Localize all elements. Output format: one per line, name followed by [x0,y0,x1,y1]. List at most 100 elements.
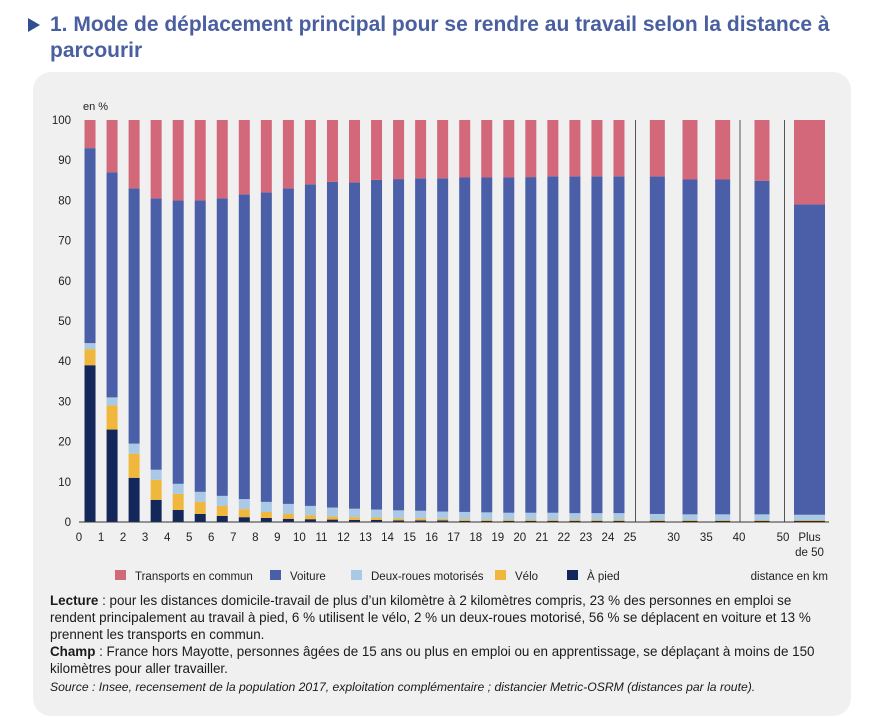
bar-segment-a-pied [84,365,96,522]
bar-segment-transports-en-commun [371,120,383,180]
x-tick-label: 24 [602,532,615,544]
bar-segment-transports-en-commun [591,120,603,177]
bar-segment-velo [613,519,625,521]
bar-segment-voiture [371,179,383,510]
figure-title: 1. Mode de déplacement principal pour se… [50,13,830,62]
x-tick-label: 35 [700,532,713,544]
bar-segment-velo [649,519,665,521]
bar-segment-deux-roues-motorises [715,514,731,520]
x-tick-label: 3 [142,532,148,544]
title-arrow-icon [28,18,40,32]
bar-segment-deux-roues-motorises [437,511,449,519]
bar-segment-voiture [459,177,471,512]
y-tick-label: 40 [58,356,71,368]
bar-segment-voiture [282,188,294,504]
bar-segment-transports-en-commun [172,120,184,201]
bar-segment-transports-en-commun [794,120,825,205]
x-tick-label: 25 [624,532,637,544]
bar-segment-a-pied [282,518,294,522]
y-tick-label: 20 [58,437,71,449]
bar-segment-velo [216,505,228,516]
x-tick-label: 2 [120,532,126,544]
bar-segment-voiture [393,179,405,511]
bar-segment-voiture [260,192,272,502]
legend-label: À pied [587,570,620,583]
bar-segment-a-pied [503,520,515,522]
bar-segment-transports-en-commun [106,120,118,173]
bar-segment-velo [682,519,698,521]
bar-segment-transports-en-commun [304,120,316,185]
legend-swatch [351,570,362,580]
y-tick-label: 90 [58,155,71,167]
bar-segment-transports-en-commun [525,120,537,178]
bar-segment-a-pied [649,520,665,522]
x-tick-label: 20 [513,532,526,544]
bar-segment-velo [393,518,405,521]
y-tick-label: 80 [58,195,71,207]
bar-segment-velo [794,519,825,521]
bar-segment-transports-en-commun [393,120,405,180]
bar-segment-transports-en-commun [437,120,449,179]
champ-label: Champ [50,644,96,659]
legend-label: Deux-roues motorisés [371,571,484,583]
bar-segment-a-pied [754,520,770,522]
bar-segment-velo [194,501,206,514]
bar-segment-a-pied [349,519,360,522]
x-tick-label: 17 [447,532,460,544]
bar-segment-voiture [194,200,206,492]
bar-segment-velo [238,509,250,518]
bar-segment-velo [754,519,770,521]
bar-segment-velo [371,517,383,520]
bar-segment-voiture [569,176,581,514]
bar-segment-voiture [591,176,603,514]
x-axis-label: distance en km [751,571,828,583]
x-tick-label: 50 [777,532,790,544]
legend-label: Transports en commun [135,571,253,583]
x-tick-label: 8 [252,532,258,544]
bar-segment-voiture [754,180,770,515]
legend-swatch [270,570,281,580]
bar-segment-deux-roues-motorises [282,503,294,514]
x-tick-label: 18 [469,532,482,544]
x-tick-label: 11 [315,532,327,544]
bar-segment-velo [84,349,96,366]
bar-segment-velo [503,519,515,521]
legend-label: Voiture [290,571,326,583]
champ-text: : France hors Mayotte, personnes âgées d… [50,644,815,676]
x-tick-label: 10 [293,532,306,544]
bar-segment-velo [150,479,162,500]
x-tick-label: 4 [164,532,171,544]
x-tick-label: 19 [491,532,504,544]
bar-segment-transports-en-commun [459,120,471,178]
bar-segment-a-pied [304,519,316,522]
y-tick-label: 10 [58,477,71,489]
champ-note: Champ : France hors Mayotte, personnes â… [50,643,840,677]
bar-segment-voiture [84,148,96,344]
x-tick-label: 30 [667,532,680,544]
bar-segment-a-pied [415,520,427,522]
bar-segment-a-pied [459,520,471,522]
bar-segment-velo [260,511,272,518]
bar-segment-transports-en-commun [84,120,96,149]
bar-segment-a-pied [547,520,559,522]
bar-segment-a-pied [525,520,537,522]
bar-segment-a-pied [260,517,272,522]
bar-segment-transports-en-commun [649,120,665,177]
bar-segment-transports-en-commun [216,120,228,199]
bar-segment-voiture [349,182,360,509]
bar-segment-transports-en-commun [194,120,206,201]
bar-segment-deux-roues-motorises [194,491,206,502]
bar-segment-transports-en-commun [503,120,515,178]
bar-segment-voiture [525,177,537,513]
bar-segment-voiture [415,178,427,511]
bar-segment-voiture [613,176,625,514]
bar-segment-transports-en-commun [754,120,770,181]
bar-segment-transports-en-commun [128,120,140,189]
y-tick-label: 30 [58,396,71,408]
bar-segment-transports-en-commun [260,120,272,193]
bar-segment-velo [349,517,360,520]
bar-segment-transports-en-commun [569,120,581,177]
bar-segment-voiture [304,184,316,506]
bar-segment-deux-roues-motorises [304,505,316,516]
legend-swatch [495,570,506,580]
